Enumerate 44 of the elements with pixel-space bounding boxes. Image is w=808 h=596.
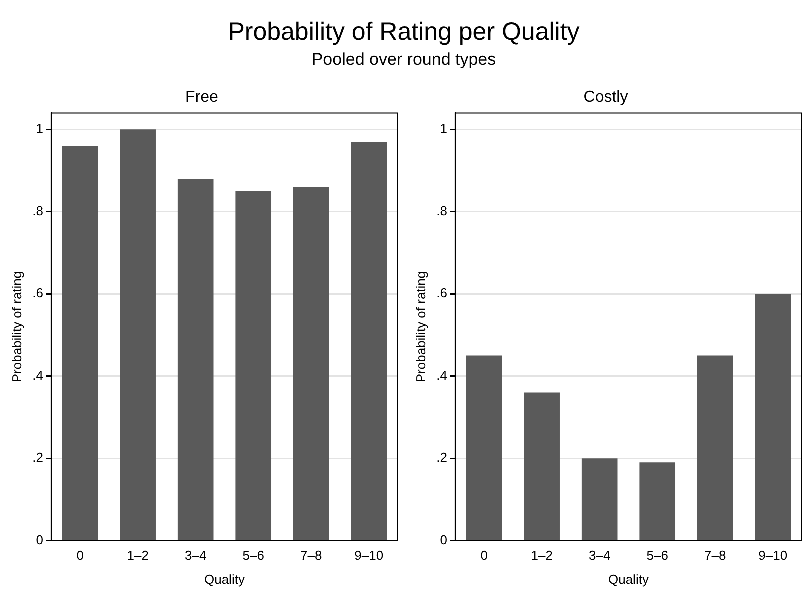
bar [640, 462, 676, 540]
bar [293, 187, 330, 540]
bar [582, 458, 618, 540]
y-tick-label: .6 [436, 286, 448, 301]
x-tick-label: 3–4 [588, 548, 611, 564]
y-tick-label: .4 [436, 368, 448, 383]
bar [755, 294, 792, 540]
x-axis-title: Quality [608, 572, 650, 587]
bar [524, 392, 560, 540]
x-axis-title: Quality [204, 572, 246, 587]
bar [236, 191, 272, 540]
x-tick-label: 7–8 [704, 548, 726, 564]
y-tick-label: 0 [440, 532, 448, 548]
x-tick-label: 9–10 [758, 548, 788, 564]
y-tick-label: .6 [32, 286, 44, 301]
bar [120, 130, 156, 540]
chart-title: Costly [584, 89, 628, 106]
y-axis-title: Probability of rating [413, 271, 428, 383]
x-tick-label: 1–2 [127, 548, 149, 564]
y-tick-label: .2 [436, 450, 448, 466]
x-tick-label: 0 [76, 548, 84, 564]
y-tick-label: .2 [32, 450, 44, 466]
chart-title: Free [186, 89, 219, 106]
y-tick-label: .4 [32, 368, 44, 383]
x-tick-label: 1–2 [531, 548, 553, 564]
bar [178, 178, 214, 540]
bar [697, 356, 734, 540]
x-tick-label: 3–4 [184, 548, 207, 564]
y-axis-title: Probability of rating [9, 271, 24, 383]
text: Pooled over round types [310, 50, 498, 70]
y-tick-label: .8 [32, 203, 44, 218]
y-tick-label: 1 [36, 121, 44, 136]
y-tick-label: 1 [440, 121, 448, 136]
x-tick-label: 0 [480, 548, 488, 564]
x-tick-label: 5–6 [646, 548, 668, 564]
text: Probability of Rating per Quality [227, 17, 581, 47]
bar [351, 142, 388, 540]
x-tick-label: 7–8 [300, 548, 322, 564]
bar [62, 146, 98, 540]
bar [466, 356, 502, 540]
y-tick-label: 0 [36, 532, 44, 548]
x-tick-label: 5–6 [242, 548, 264, 564]
x-tick-label: 9–10 [354, 548, 384, 564]
y-tick-label: .8 [436, 203, 448, 218]
